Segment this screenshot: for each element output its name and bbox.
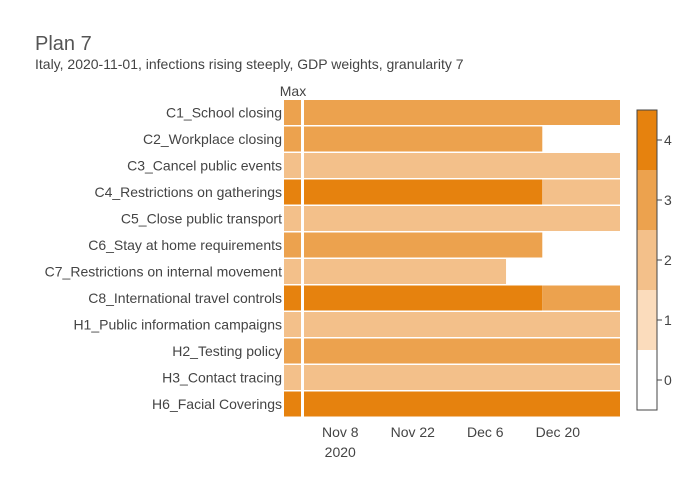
heatmap-row: C8_International travel controls [88, 285, 620, 311]
max-cell [284, 259, 301, 284]
row-label: C5_Close public transport [121, 211, 282, 227]
colorbar-tick-label: 2 [664, 252, 672, 268]
heatmap-cell [304, 391, 620, 417]
max-cell [284, 365, 301, 390]
x-tick-label: Dec 20 [536, 424, 581, 440]
colorbar-tick-label: 0 [664, 372, 672, 388]
heatmap-cell [304, 232, 543, 258]
row-label: H3_Contact tracing [162, 370, 282, 386]
heatmap-row: C4_Restrictions on gatherings [94, 179, 620, 205]
heatmap-row: C2_Workplace closing [143, 126, 543, 152]
heatmap-cell [304, 285, 543, 311]
colorbar-tick-label: 1 [664, 312, 672, 328]
max-cell [284, 285, 301, 311]
heatmap-cell [304, 179, 543, 205]
max-cell [284, 179, 301, 205]
heatmap-cell [304, 312, 620, 337]
row-label: H2_Testing policy [172, 343, 282, 359]
max-cell [284, 100, 301, 125]
heatmap-row: C5_Close public transport [121, 206, 620, 231]
heatmap-row: C6_Stay at home requirements [88, 232, 543, 258]
max-cell [284, 338, 301, 364]
row-label: H6_Facial Coverings [152, 396, 282, 412]
colorbar-swatch [637, 230, 657, 290]
heatmap-row: C7_Restrictions on internal movement [45, 259, 507, 284]
x-tick-label: Dec 6 [467, 424, 504, 440]
heatmap-row: C1_School closing [166, 100, 620, 125]
heatmap-cell [304, 338, 620, 364]
row-label: C4_Restrictions on gatherings [94, 184, 282, 200]
row-label: C1_School closing [166, 105, 282, 121]
heatmap-cell [542, 179, 620, 205]
max-column-label: Max [280, 83, 306, 99]
heatmap-cell [304, 259, 507, 284]
heatmap-row: H2_Testing policy [172, 338, 620, 364]
row-label: C3_Cancel public events [127, 158, 282, 174]
colorbar: 0 1 2 3 4 [636, 109, 672, 411]
max-cell [284, 391, 301, 417]
colorbar-tick-label: 3 [664, 192, 672, 208]
x-axis: Nov 8 2020 Nov 22 Dec 6 Dec 20 [322, 424, 580, 460]
chart-title: Plan 7 [35, 33, 92, 55]
chart-subtitle: Italy, 2020-11-01, infections rising ste… [35, 56, 464, 72]
row-label: C6_Stay at home requirements [88, 237, 282, 253]
max-cell [284, 206, 301, 231]
row-label: C7_Restrictions on internal movement [45, 264, 282, 280]
heatmap-cell [304, 153, 620, 178]
heatmap-row: C3_Cancel public events [127, 153, 620, 178]
heatmap-cell [304, 365, 620, 390]
colorbar-tick-label: 4 [664, 132, 672, 148]
row-label: C2_Workplace closing [143, 131, 282, 147]
x-tick-year: 2020 [325, 444, 356, 460]
heatmap-row: H3_Contact tracing [162, 365, 620, 390]
heatmap-row: H6_Facial Coverings [152, 391, 620, 417]
heatmap-cell [542, 285, 620, 311]
heatmap-row: H1_Public information campaigns [73, 312, 620, 337]
max-cell [284, 232, 301, 258]
colorbar-swatch [637, 290, 657, 350]
row-label: C8_International travel controls [88, 290, 282, 306]
heatmap-cell [304, 206, 620, 231]
max-cell [284, 153, 301, 178]
max-cell [284, 312, 301, 337]
heatmap-rows: C1_School closing C2_Workplace closing C3_… [45, 100, 620, 417]
heatmap-cell [304, 126, 543, 152]
colorbar-swatch [637, 110, 657, 170]
heatmap-cell [304, 100, 620, 125]
colorbar-swatch [637, 350, 657, 410]
max-cell [284, 126, 301, 152]
colorbar-swatch [637, 170, 657, 230]
row-label: H1_Public information campaigns [73, 317, 282, 333]
x-tick-label: Nov 22 [391, 424, 436, 440]
x-tick-label: Nov 8 [322, 424, 359, 440]
